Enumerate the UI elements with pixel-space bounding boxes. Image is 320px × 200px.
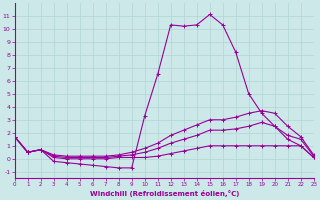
X-axis label: Windchill (Refroidissement éolien,°C): Windchill (Refroidissement éolien,°C) [90, 190, 239, 197]
